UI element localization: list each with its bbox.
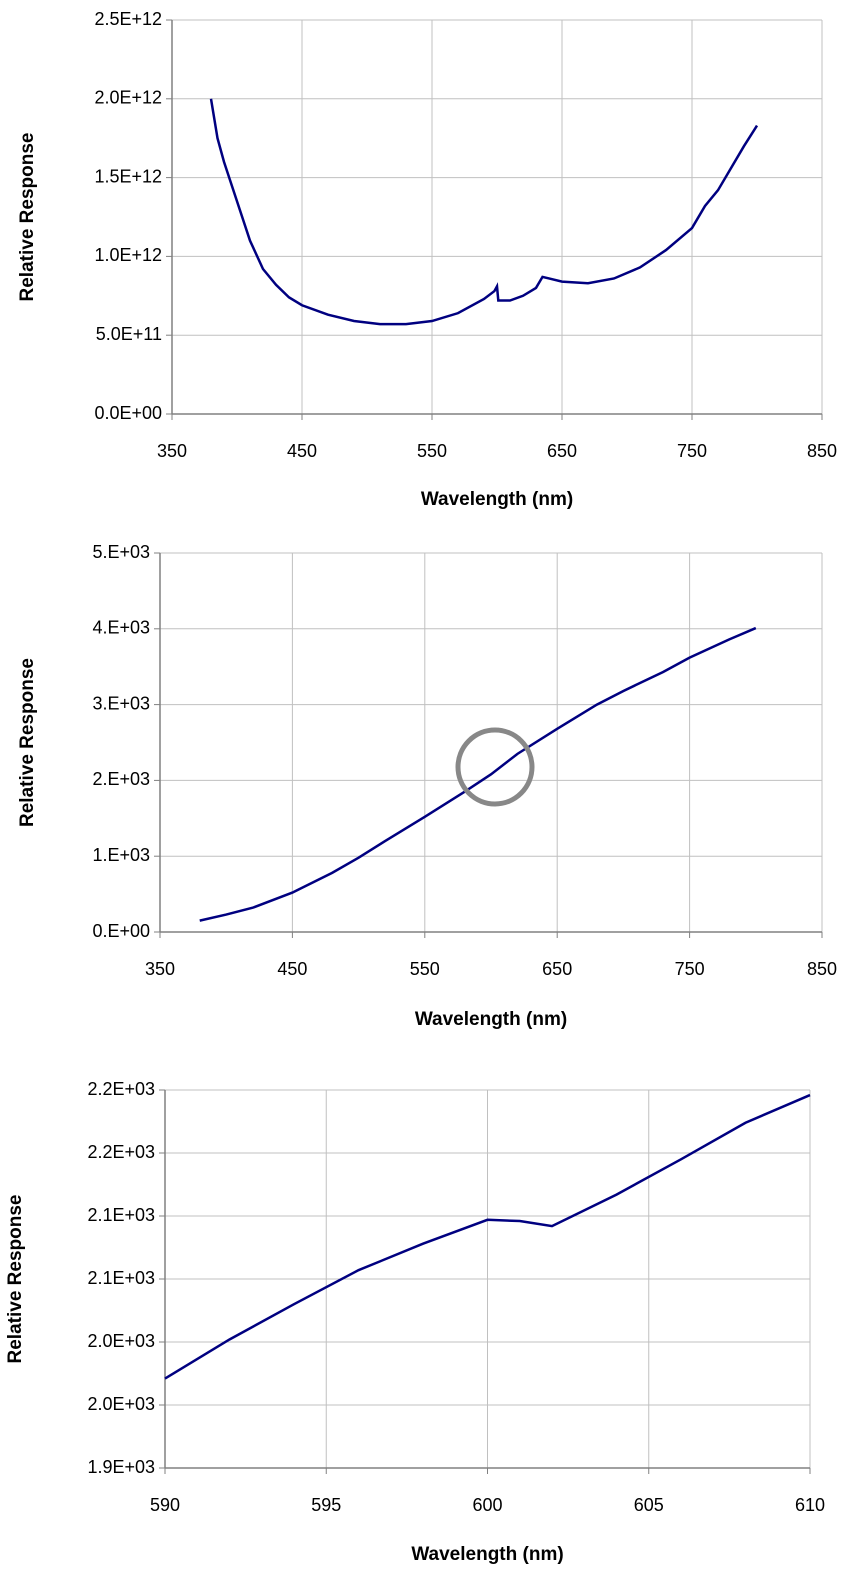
x-tick-label: 450: [277, 959, 307, 979]
x-tick-label: 350: [157, 441, 187, 461]
y-tick-label: 5.0E+11: [96, 324, 162, 344]
y-tick-label: 4.E+03: [92, 618, 150, 638]
x-tick-label: 605: [634, 1495, 664, 1515]
y-tick-label: 2.0E+03: [87, 1394, 155, 1414]
x-axis-title: Wavelength (nm): [421, 489, 573, 510]
x-tick-label: 595: [311, 1495, 341, 1515]
x-tick-label: 590: [150, 1495, 180, 1515]
y-tick-label: 2.2E+03: [87, 1079, 155, 1099]
x-tick-label: 550: [410, 959, 440, 979]
data-line: [164, 1093, 811, 1380]
y-tick-label: 1.5E+12: [94, 166, 162, 186]
y-tick-label: 3.E+03: [92, 693, 150, 713]
y-tick-label: 2.1E+03: [87, 1205, 155, 1225]
x-tick-label: 850: [807, 959, 837, 979]
y-tick-label: 2.5E+12: [94, 9, 162, 29]
x-tick-label: 750: [675, 959, 705, 979]
x-axis-title: Wavelength (nm): [411, 1544, 563, 1565]
y-tick-label: 1.9E+03: [87, 1457, 155, 1477]
y-tick-label: 0.0E+00: [94, 403, 162, 423]
x-tick-label: 550: [417, 441, 447, 461]
data-line: [199, 626, 757, 922]
y-axis-title: Relative Response: [17, 658, 38, 827]
x-axis-title: Wavelength (nm): [415, 1009, 567, 1030]
y-tick-label: 2.E+03: [92, 769, 150, 789]
x-tick-label: 610: [795, 1495, 825, 1515]
x-tick-label: 850: [807, 441, 837, 461]
data-line: [209, 98, 759, 326]
y-tick-label: 0.E+00: [92, 921, 150, 941]
x-tick-label: 650: [547, 441, 577, 461]
y-tick-label: 2.2E+03: [87, 1142, 155, 1162]
x-tick-label: 650: [542, 959, 572, 979]
y-axis-title: Relative Response: [5, 1195, 26, 1364]
y-tick-label: 2.0E+12: [94, 88, 162, 108]
x-tick-label: 600: [472, 1495, 502, 1515]
y-tick-label: 2.0E+03: [87, 1331, 155, 1351]
x-tick-label: 450: [287, 441, 317, 461]
x-tick-label: 750: [677, 441, 707, 461]
x-tick-label: 350: [145, 959, 175, 979]
y-tick-label: 2.1E+03: [87, 1268, 155, 1288]
y-tick-label: 1.E+03: [92, 845, 150, 865]
highlight-circle: [455, 727, 535, 807]
y-tick-label: 5.E+03: [92, 542, 150, 562]
y-tick-label: 1.0E+12: [94, 245, 162, 265]
y-axis-title: Relative Response: [17, 133, 38, 302]
